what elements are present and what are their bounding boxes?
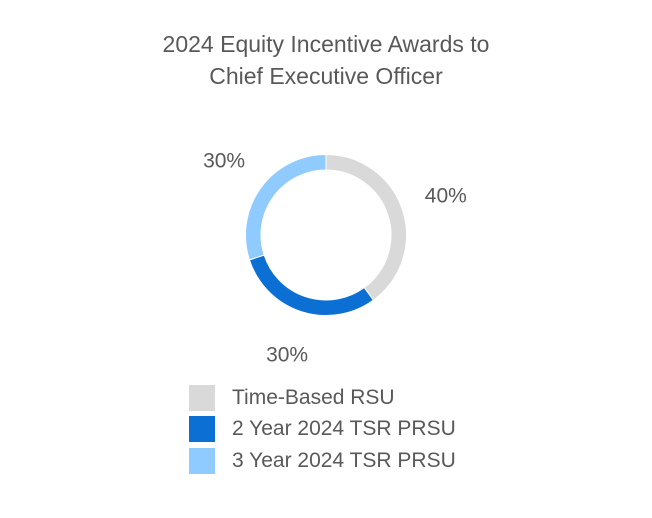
- donut-slices: [245, 153, 407, 316]
- chart-title-line-1: 2024 Equity Incentive Awards to: [162, 31, 490, 57]
- legend-swatch-2-year-tsr-prsu: [189, 416, 215, 443]
- data-label-3-year-tsr-prsu: 30%: [203, 149, 245, 172]
- legend-item-2-year-tsr-prsu: 2 Year 2024 TSR PRSU: [189, 414, 456, 446]
- chart-legend: Time-Based RSU 2 Year 2024 TSR PRSU 3 Ye…: [189, 382, 456, 477]
- legend-label-2-year-tsr-prsu: 2 Year 2024 TSR PRSU: [232, 417, 456, 441]
- legend-item-time-based-rsu: Time-Based RSU: [189, 382, 456, 414]
- donut-data-labels: 40% 30% 30%: [203, 149, 467, 366]
- legend-swatch-3-year-tsr-prsu: [189, 447, 215, 474]
- legend-item-3-year-tsr-prsu: 3 Year 2024 TSR PRSU: [189, 445, 456, 477]
- chart-title-line-2: Chief Executive Officer: [209, 63, 443, 89]
- legend-swatch-time-based-rsu: [189, 384, 215, 411]
- data-label-2-year-tsr-prsu: 30%: [266, 343, 308, 366]
- legend-label-3-year-tsr-prsu: 3 Year 2024 TSR PRSU: [232, 448, 456, 472]
- donut-slice-time-based-rsu: [325, 153, 407, 301]
- donut-slice-3-year-tsr-prsu: [245, 153, 327, 261]
- donut-slice-2-year-tsr-prsu: [248, 254, 375, 316]
- chart-title: 2024 Equity Incentive Awards to Chief Ex…: [0, 28, 652, 92]
- legend-label-time-based-rsu: Time-Based RSU: [232, 385, 395, 409]
- data-label-time-based-rsu: 40%: [425, 185, 467, 208]
- donut-chart: 40% 30% 30%: [203, 149, 467, 366]
